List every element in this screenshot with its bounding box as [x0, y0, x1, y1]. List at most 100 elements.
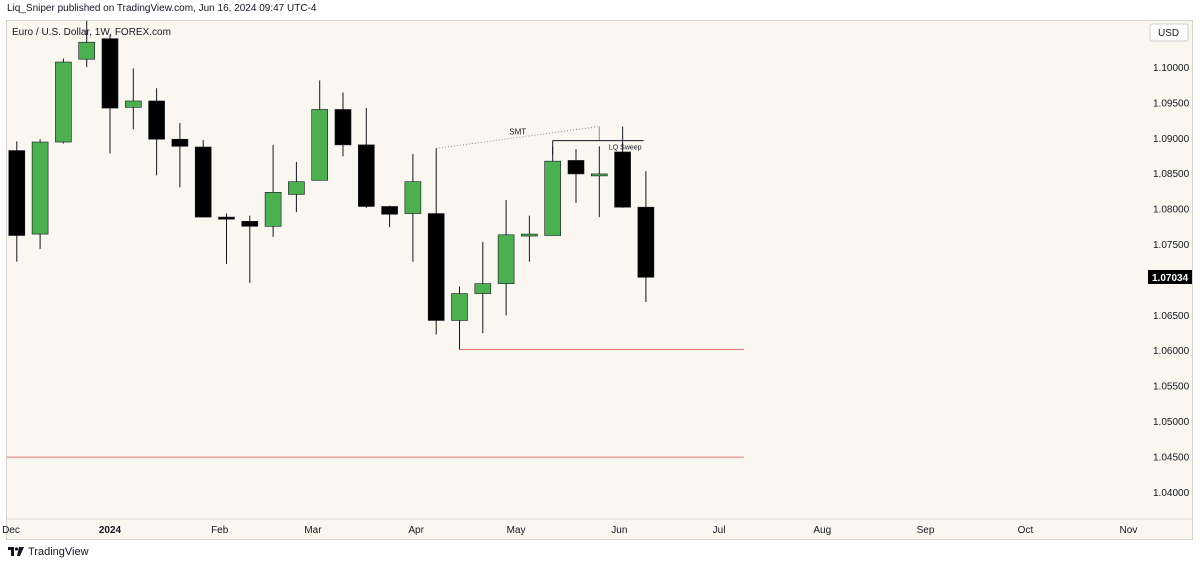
candle-body — [357, 144, 375, 207]
price-axis: 1.10000 1.09500 1.09000 1.08500 1.08000 1.075… — [1153, 63, 1190, 499]
candle-body — [101, 38, 119, 109]
smt-label: SMT — [509, 127, 526, 136]
candle — [148, 88, 165, 176]
candle-body — [125, 100, 142, 108]
candle-body — [497, 234, 515, 284]
time-tick-label: 2024 — [99, 525, 122, 536]
candle-body — [567, 160, 585, 175]
candle — [194, 139, 212, 218]
candle — [590, 146, 608, 218]
chart-frame — [6, 20, 1193, 540]
time-tick-label: Oct — [1018, 525, 1034, 536]
time-tick-label: Aug — [813, 525, 831, 536]
chart-annotations: SMT LQ Sweep — [7, 125, 744, 458]
candle-body — [637, 206, 655, 278]
price-tick-label: 1.06500 — [1153, 311, 1190, 322]
time-tick-label: Jun — [611, 525, 627, 536]
price-tick-label: 1.08000 — [1153, 205, 1190, 216]
publish-header: Liq_Sniper published on TradingView.com,… — [7, 3, 317, 14]
price-tick-label: 1.08500 — [1153, 169, 1190, 180]
candle-body — [311, 109, 329, 181]
currency-label: USD — [1158, 28, 1179, 39]
candle-body — [171, 138, 189, 147]
price-tick-label: 1.06000 — [1153, 346, 1190, 357]
last-price-tag-bg — [1148, 269, 1192, 284]
candle-body — [590, 173, 608, 177]
candle — [288, 161, 305, 213]
candle — [567, 149, 585, 203]
candle — [614, 126, 631, 208]
candle — [474, 241, 492, 334]
candle-body — [264, 192, 282, 227]
candle — [31, 139, 49, 249]
candle-body — [544, 160, 562, 236]
time-tick-label: Sep — [917, 525, 935, 536]
last-price-tag: 1.07034 — [1148, 269, 1192, 284]
time-tick-label: Apr — [408, 525, 424, 536]
tradingview-logo-icon — [8, 545, 24, 559]
time-tick-label: Dec — [2, 525, 20, 536]
price-tick-label: 1.05000 — [1153, 417, 1190, 428]
candle — [218, 213, 235, 264]
time-tick-label: Mar — [304, 525, 322, 536]
candle — [404, 154, 422, 262]
candle-body — [474, 283, 492, 294]
candle — [544, 147, 562, 236]
candle-body — [427, 213, 445, 321]
candle — [264, 144, 282, 237]
price-tick-label: 1.09500 — [1153, 98, 1190, 109]
smt-line — [436, 125, 600, 149]
time-tick-label: Feb — [211, 525, 229, 536]
candle — [171, 122, 189, 188]
candle — [357, 108, 375, 208]
candle-body — [614, 151, 631, 208]
price-tick-label: 1.09000 — [1153, 134, 1190, 145]
lq-sweep-label: LQ Sweep — [609, 145, 642, 152]
candle-body — [194, 146, 212, 218]
candle — [381, 205, 398, 228]
price-tick-label: 1.04000 — [1153, 488, 1190, 499]
time-axis: Dec 2024 Feb Mar Apr May Jun Jul Aug Sep Oct Nov — [2, 525, 1137, 536]
candle-body — [521, 233, 538, 237]
candle — [125, 68, 142, 130]
candle — [497, 200, 515, 316]
time-tick-label: May — [507, 525, 526, 536]
footer: TradingView — [8, 545, 89, 559]
candle — [78, 21, 95, 67]
candle-body — [451, 293, 468, 321]
price-tick-label: 1.04500 — [1153, 452, 1190, 463]
last-price-value: 1.07034 — [1152, 273, 1189, 284]
time-tick-label: Nov — [1120, 525, 1138, 536]
candle — [241, 215, 259, 283]
price-tick-label: 1.10000 — [1153, 63, 1190, 74]
candle — [427, 148, 445, 335]
candle-body — [148, 100, 165, 140]
chart-background — [7, 21, 1192, 539]
candle — [334, 92, 352, 157]
candle-body — [55, 61, 72, 143]
candle — [451, 286, 468, 350]
candle — [637, 171, 655, 303]
candle-body — [334, 109, 352, 146]
candle-body — [288, 181, 305, 195]
candle-body — [404, 181, 422, 214]
candle — [521, 215, 538, 262]
price-tick-label: 1.05500 — [1153, 382, 1190, 393]
candle-body — [78, 41, 95, 60]
currency-button[interactable]: USD — [1149, 23, 1189, 42]
candle — [55, 58, 72, 144]
tradingview-brand: TradingView — [28, 546, 89, 558]
candle-body — [218, 216, 235, 220]
candle-body — [381, 206, 398, 215]
candle-body — [8, 150, 26, 236]
candlestick-series — [8, 21, 655, 350]
time-tick-label: Jul — [713, 525, 726, 536]
candle-body — [31, 141, 49, 235]
candle — [311, 80, 329, 181]
candle — [101, 35, 119, 154]
candle — [8, 141, 26, 262]
price-tick-label: 1.07500 — [1153, 240, 1190, 251]
symbol-label: Euro / U.S. Dollar, 1W, FOREX.com — [12, 27, 171, 38]
candle-body — [241, 221, 259, 227]
